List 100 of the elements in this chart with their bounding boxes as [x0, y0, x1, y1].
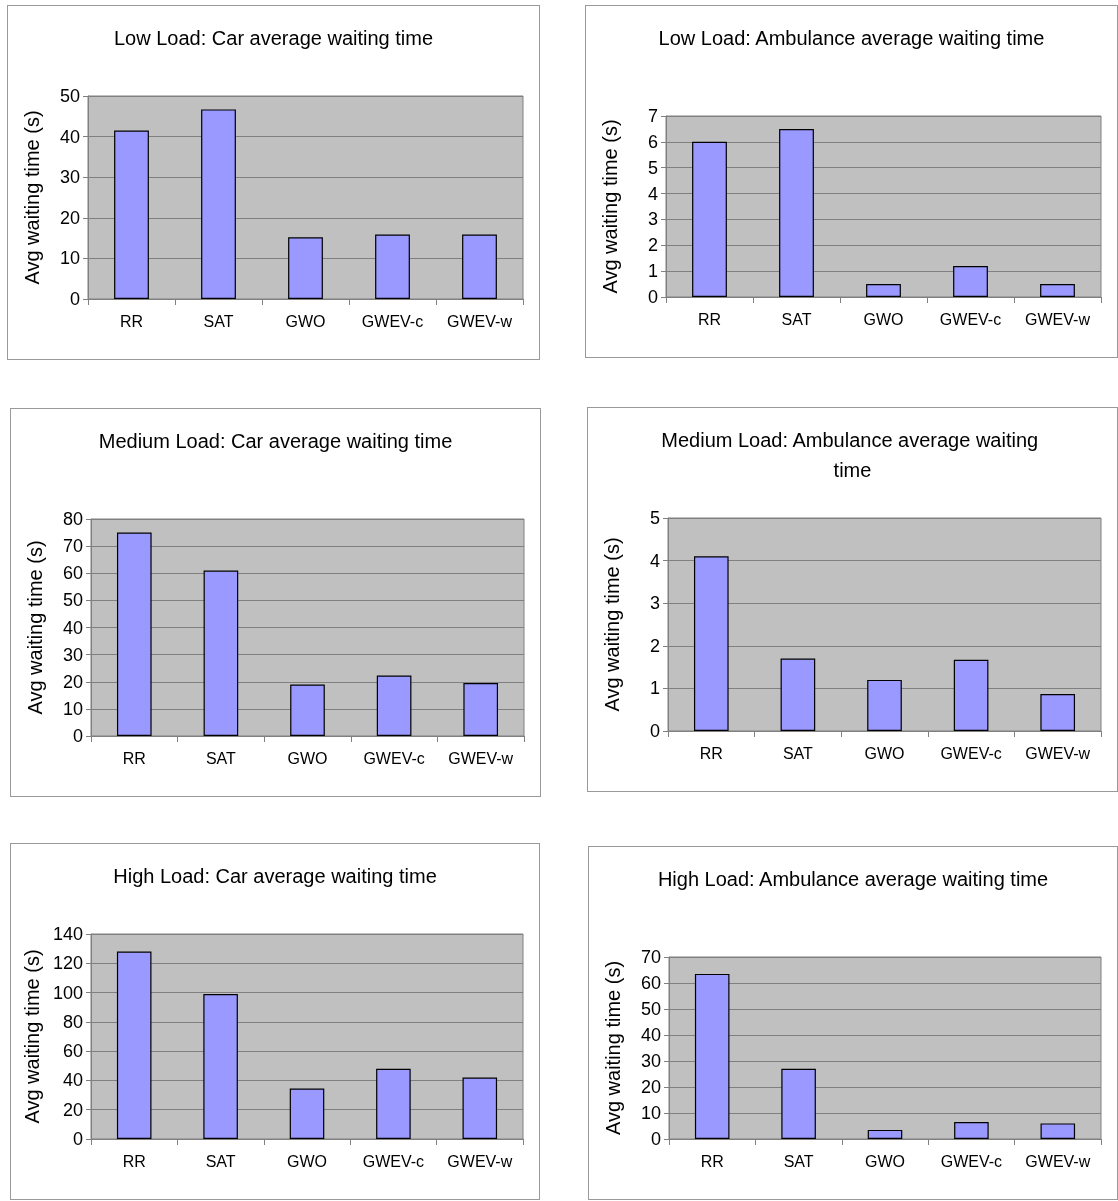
bar: [462, 234, 497, 299]
y-axis-title: Avg waiting time (s): [21, 949, 44, 1124]
bar: [290, 684, 325, 736]
y-tick-label: 0: [649, 721, 660, 741]
y-tick-label: 2: [647, 235, 658, 256]
y-tick-label: 20: [62, 671, 83, 692]
y-axis-title: Avg waiting time (s): [599, 119, 621, 294]
y-tick-label: 40: [62, 617, 83, 638]
y-tick-label: 30: [62, 644, 83, 665]
bar: [1040, 693, 1076, 731]
y-tick-label: 1: [647, 261, 658, 282]
y-tick-label: 40: [62, 1070, 83, 1091]
bar: [781, 1068, 816, 1139]
x-tick-label: RR: [122, 749, 146, 767]
y-tick-label: 2: [649, 635, 660, 656]
bar: [692, 141, 727, 297]
y-tick-label: 5: [647, 157, 658, 178]
y-tick-label: 10: [59, 248, 80, 269]
y-tick-label: 80: [62, 1011, 83, 1032]
bar: [376, 1068, 411, 1139]
bar: [1040, 1123, 1076, 1139]
bar: [953, 265, 988, 297]
x-tick-label: SAT: [783, 1152, 814, 1170]
y-tick-label: 10: [62, 698, 83, 719]
bar: [114, 130, 149, 299]
bar: [375, 234, 410, 299]
x-tick-label: RR: [119, 312, 144, 330]
y-tick-label: 1: [649, 678, 660, 699]
y-tick-label: 20: [640, 1077, 661, 1097]
chart-title: Low Load: Car average waiting time: [113, 27, 434, 49]
y-tick-label: 4: [647, 183, 658, 204]
x-tick-label: RR: [697, 310, 722, 328]
bar: [693, 556, 729, 731]
bar: [779, 128, 814, 297]
bar: [116, 951, 152, 1139]
y-tick-label: 0: [647, 287, 658, 307]
y-tick-label: 7: [647, 106, 658, 126]
y-tick-label: 60: [640, 973, 661, 993]
y-tick-label: 60: [62, 1041, 83, 1062]
x-tick-label: GWEV-w: [448, 749, 514, 767]
y-tick-label: 80: [62, 509, 83, 529]
x-tick-label: GWO: [287, 1152, 327, 1170]
x-tick-label: GWEV-w: [447, 1152, 513, 1170]
x-tick-label: SAT: [203, 312, 234, 330]
x-tick-label: GWEV-c: [940, 744, 1002, 762]
x-tick-label: RR: [122, 1152, 146, 1170]
y-tick-label: 6: [647, 131, 658, 152]
y-tick-label: 70: [62, 536, 83, 557]
x-tick-label: GWO: [287, 749, 328, 767]
y-tick-label: 30: [59, 167, 80, 188]
bar: [694, 973, 730, 1139]
y-axis-title: Avg waiting time (s): [601, 537, 623, 712]
x-tick-label: GWEV-c: [940, 1152, 1003, 1170]
bar: [1040, 284, 1075, 297]
y-tick-label: 50: [59, 86, 80, 106]
x-tick-label: GWEV-c: [362, 1152, 425, 1170]
y-tick-label: 0: [69, 289, 80, 309]
y-tick-label: 20: [59, 207, 80, 228]
bar: [780, 658, 816, 731]
y-tick-label: 70: [640, 947, 661, 967]
bar: [376, 675, 412, 736]
x-tick-label: GWO: [285, 312, 326, 330]
bar: [462, 1077, 498, 1139]
y-tick-label: 20: [62, 1099, 83, 1120]
bar: [116, 532, 152, 736]
x-tick-label: GWO: [864, 744, 905, 762]
x-tick-label: RR: [700, 1152, 724, 1170]
y-tick-label: 0: [650, 1129, 661, 1149]
x-tick-label: GWEV-w: [447, 312, 513, 330]
y-tick-label: 0: [72, 1129, 83, 1149]
y-tick-label: 0: [72, 726, 83, 746]
x-tick-label: GWO: [865, 1152, 905, 1170]
chart-title: Medium Load: Car average waiting time: [98, 430, 453, 452]
x-tick-label: GWEV-c: [363, 749, 425, 767]
bar: [463, 683, 499, 736]
y-tick-label: 3: [649, 593, 660, 614]
bar: [288, 237, 323, 299]
y-tick-label: 4: [649, 550, 660, 571]
bar: [289, 1088, 325, 1139]
y-tick-label: 140: [52, 924, 83, 944]
y-tick-label: 5: [649, 508, 660, 528]
chart-title: High Load: Ambulance average waiting time: [657, 868, 1049, 890]
bar: [201, 109, 236, 299]
y-tick-label: 50: [640, 999, 661, 1019]
x-tick-label: SAT: [781, 310, 812, 328]
bar: [867, 679, 902, 731]
y-tick-label: 120: [52, 953, 83, 974]
bar: [867, 1129, 903, 1139]
y-tick-label: 50: [62, 590, 83, 611]
x-tick-label: GWEV-w: [1025, 1152, 1091, 1170]
x-tick-label: SAT: [205, 1152, 236, 1170]
chart-title: Low Load: Ambulance average waiting time: [658, 27, 1045, 49]
bar: [203, 994, 238, 1139]
y-tick-label: 100: [52, 982, 83, 1003]
y-tick-label: 60: [62, 563, 83, 584]
x-tick-label: GWEV-c: [361, 312, 424, 330]
x-tick-label: SAT: [205, 749, 237, 767]
chart-title: Medium Load: Ambulance average waiting time: [661, 429, 1044, 481]
y-axis-title: Avg waiting time (s): [24, 540, 46, 715]
y-tick-label: 3: [647, 209, 658, 230]
